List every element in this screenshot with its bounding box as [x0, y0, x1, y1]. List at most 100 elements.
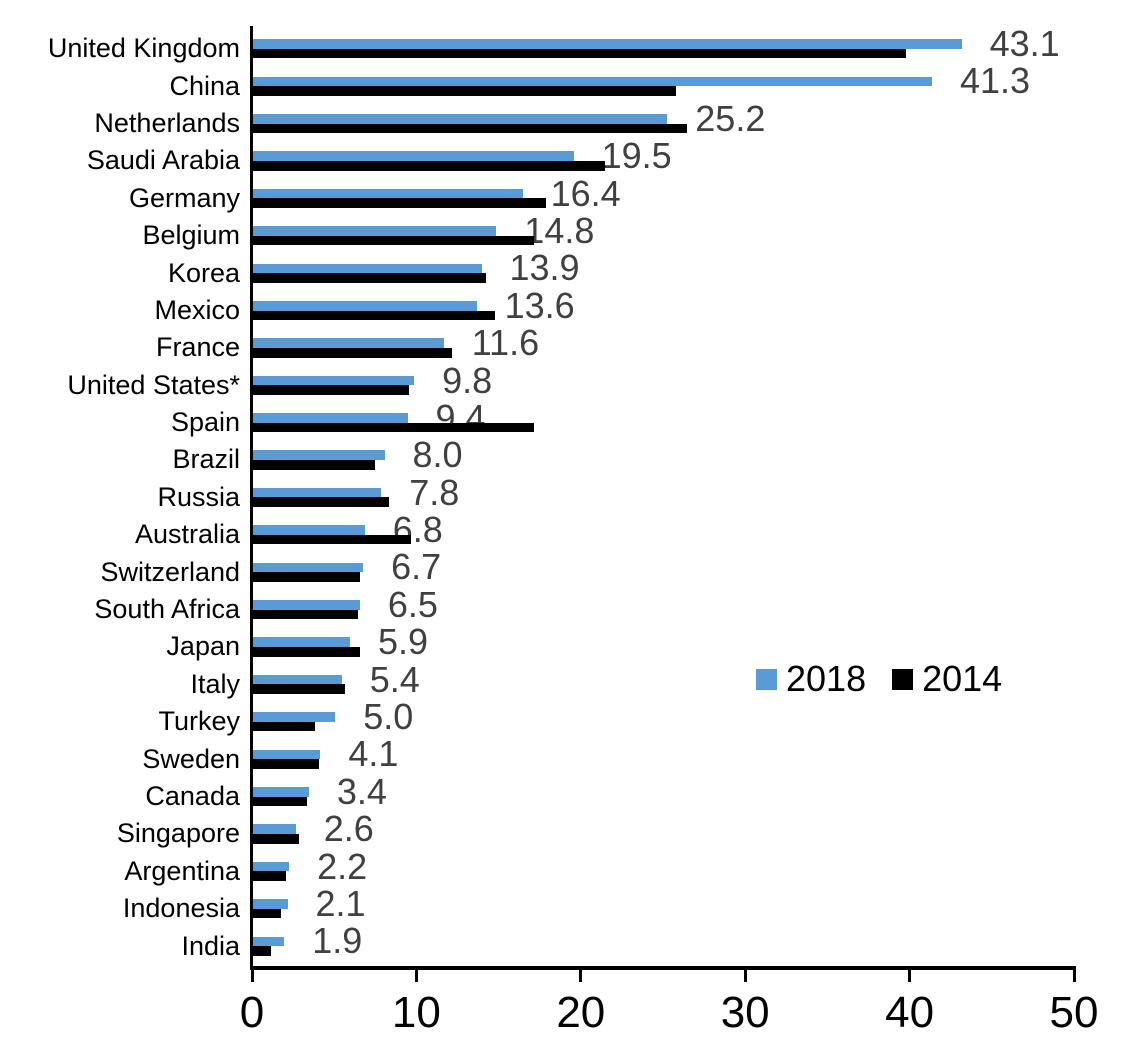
- bar-2018: [253, 637, 350, 648]
- category-label: Singapore: [116, 818, 240, 849]
- bar-2014: [253, 871, 286, 881]
- chart-row: 16.4: [253, 173, 1075, 217]
- legend-item-2018: 2018: [756, 661, 866, 697]
- bar-2018: [253, 712, 336, 722]
- bar-2014: [253, 385, 410, 395]
- category-label: Belgium: [142, 220, 240, 251]
- value-label: 9.4: [435, 396, 486, 438]
- value-label: 6.8: [392, 509, 443, 551]
- bar-2014: [253, 273, 487, 283]
- bar-2014: [253, 235, 535, 246]
- legend-label: 2018: [786, 658, 867, 699]
- category-label: Sweden: [142, 743, 240, 774]
- x-tick-label: 50: [1049, 988, 1099, 1037]
- x-tick: [743, 970, 747, 982]
- category-label: Italy: [190, 668, 240, 699]
- chart-row: 5.9: [253, 621, 1075, 665]
- category-label: United States*: [67, 369, 240, 400]
- category-label: Turkey: [158, 706, 240, 737]
- category-label: Spain: [170, 407, 240, 438]
- bar-2018: [253, 525, 365, 535]
- bar-2014: [253, 497, 390, 508]
- bar-2014: [253, 198, 546, 208]
- value-label: 41.3: [959, 60, 1031, 102]
- bar-2018: [253, 562, 364, 573]
- legend-label: 2014: [922, 658, 1003, 699]
- value-label: 25.2: [695, 97, 766, 139]
- chart-row: 1.9: [253, 920, 1075, 964]
- category-label: Canada: [145, 781, 240, 811]
- bar-2018: [253, 188, 523, 199]
- bar-2014: [253, 721, 316, 732]
- category-label: Argentina: [124, 855, 240, 886]
- x-tick-label: 0: [239, 988, 265, 1037]
- x-tick-label: 10: [391, 988, 441, 1037]
- bar-2014: [253, 647, 360, 657]
- value-label: 5.0: [363, 696, 414, 738]
- category-label: Indonesia: [122, 893, 240, 924]
- bar-2014: [253, 460, 375, 470]
- bar-2018: [253, 300, 477, 311]
- value-label: 43.1: [989, 23, 1060, 64]
- bar-2014: [253, 310, 495, 321]
- chart-row: 41.3: [253, 60, 1075, 104]
- bar-2018: [253, 936, 285, 947]
- bar-2014: [253, 123, 688, 134]
- category-label: United Kingdom: [47, 33, 240, 64]
- bar-2018: [253, 113, 668, 124]
- category-label: Russia: [157, 481, 240, 512]
- bar-2018: [253, 375, 415, 386]
- value-label: 5.4: [369, 658, 420, 700]
- bar-2014: [253, 572, 360, 582]
- value-label: 9.8: [442, 359, 493, 401]
- bar-2018: [253, 899, 288, 909]
- bar-2018: [253, 600, 360, 610]
- category-label: Switzerland: [100, 556, 240, 587]
- value-label: 13.9: [509, 247, 580, 289]
- chart-row: 13.6: [253, 285, 1075, 329]
- bar-2018: [253, 39, 962, 49]
- value-label: 11.6: [471, 322, 540, 364]
- bar-2014: [253, 347, 452, 358]
- category-label: Netherlands: [94, 107, 240, 138]
- chart-row: 9.8: [253, 360, 1075, 404]
- value-label: 16.4: [550, 172, 621, 214]
- chart-row: 6.5: [253, 584, 1075, 628]
- legend: 2018 2014: [756, 661, 1002, 697]
- x-tick-label: 30: [720, 988, 770, 1037]
- bar-2014: [253, 908, 281, 919]
- chart-row: 43.1: [253, 23, 1075, 67]
- bar-2014: [253, 684, 346, 695]
- bar-2018: [253, 263, 482, 274]
- category-label: Mexico: [154, 294, 240, 325]
- chart-row: 2.1: [253, 883, 1075, 927]
- chart-row: 14.8: [253, 210, 1075, 254]
- bar-2014: [253, 946, 272, 956]
- x-tick-label: 20: [556, 988, 606, 1037]
- bar-2018: [253, 824, 296, 834]
- bar-2014: [253, 834, 300, 844]
- category-label: China: [169, 70, 240, 101]
- value-label: 19.5: [601, 135, 672, 177]
- category-label: Japan: [166, 631, 240, 662]
- chart-row: 9.4: [253, 397, 1075, 441]
- bar-2014: [253, 759, 319, 769]
- value-label: 8.0: [412, 434, 463, 476]
- bar-2018: [253, 787, 309, 797]
- category-label: France: [155, 332, 240, 363]
- category-label: Saudi Arabia: [86, 145, 240, 176]
- x-tick-label: 40: [885, 988, 935, 1037]
- category-label: Australia: [134, 519, 240, 550]
- chart-row: 13.9: [253, 247, 1075, 291]
- x-tick: [908, 970, 912, 982]
- x-tick: [414, 970, 418, 982]
- value-label: 2.6: [323, 808, 374, 850]
- value-label: 4.1: [348, 733, 399, 775]
- bar-2014: [253, 48, 906, 59]
- bar-2018: [253, 749, 321, 760]
- bar-2018: [253, 226, 497, 236]
- chart-row: 6.8: [253, 509, 1075, 553]
- chart-row: 19.5: [253, 135, 1075, 179]
- value-label: 5.9: [377, 621, 429, 663]
- bar-2014: [253, 609, 359, 620]
